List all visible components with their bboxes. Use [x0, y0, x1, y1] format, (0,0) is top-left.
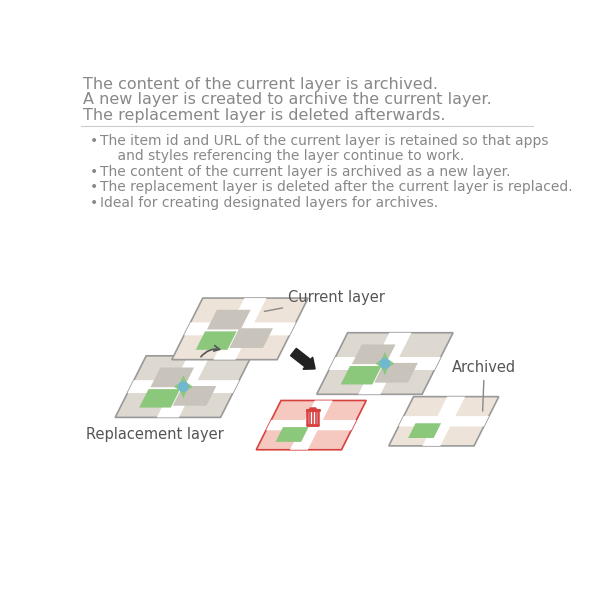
Text: Replacement layer: Replacement layer — [86, 427, 223, 441]
Polygon shape — [256, 401, 366, 450]
Polygon shape — [422, 397, 465, 446]
Polygon shape — [398, 416, 489, 427]
Text: and styles referencing the layer continue to work.: and styles referencing the layer continu… — [99, 150, 464, 164]
Polygon shape — [352, 345, 395, 364]
Polygon shape — [150, 368, 194, 387]
Polygon shape — [408, 423, 441, 438]
Polygon shape — [196, 332, 237, 350]
Text: Ideal for creating designated layers for archives.: Ideal for creating designated layers for… — [99, 196, 438, 210]
Text: •: • — [90, 165, 99, 179]
Circle shape — [380, 359, 389, 368]
Polygon shape — [174, 375, 193, 398]
Text: •: • — [90, 180, 99, 194]
Text: The replacement layer is deleted afterwards.: The replacement layer is deleted afterwa… — [83, 108, 445, 123]
Polygon shape — [341, 366, 382, 385]
Polygon shape — [358, 333, 412, 394]
Polygon shape — [329, 357, 441, 370]
Polygon shape — [173, 386, 216, 405]
Text: The content of the current layer is archived as a new layer.: The content of the current layer is arch… — [99, 165, 510, 179]
Text: The content of the current layer is archived.: The content of the current layer is arch… — [83, 77, 438, 92]
Polygon shape — [128, 380, 240, 393]
FancyArrow shape — [291, 348, 315, 369]
Polygon shape — [115, 356, 252, 417]
Polygon shape — [376, 352, 394, 375]
Text: Archived: Archived — [452, 360, 516, 411]
Text: •: • — [90, 196, 99, 210]
Polygon shape — [157, 356, 210, 417]
Polygon shape — [172, 298, 308, 360]
Polygon shape — [207, 310, 250, 330]
Polygon shape — [229, 328, 273, 348]
Polygon shape — [213, 298, 267, 360]
Polygon shape — [290, 401, 332, 450]
Circle shape — [179, 382, 188, 391]
Text: •: • — [90, 134, 99, 148]
Text: The replacement layer is deleted after the current layer is replaced.: The replacement layer is deleted after t… — [99, 180, 572, 194]
Polygon shape — [276, 427, 308, 442]
FancyArrowPatch shape — [201, 346, 220, 357]
Polygon shape — [139, 389, 180, 408]
Text: A new layer is created to archive the current layer.: A new layer is created to archive the cu… — [83, 92, 491, 108]
Text: Current layer: Current layer — [264, 290, 385, 311]
Polygon shape — [389, 397, 499, 446]
Polygon shape — [374, 363, 418, 382]
Polygon shape — [266, 420, 356, 430]
Text: The item id and URL of the current layer is retained so that apps: The item id and URL of the current layer… — [99, 134, 548, 148]
Polygon shape — [317, 333, 453, 394]
Polygon shape — [184, 323, 296, 335]
